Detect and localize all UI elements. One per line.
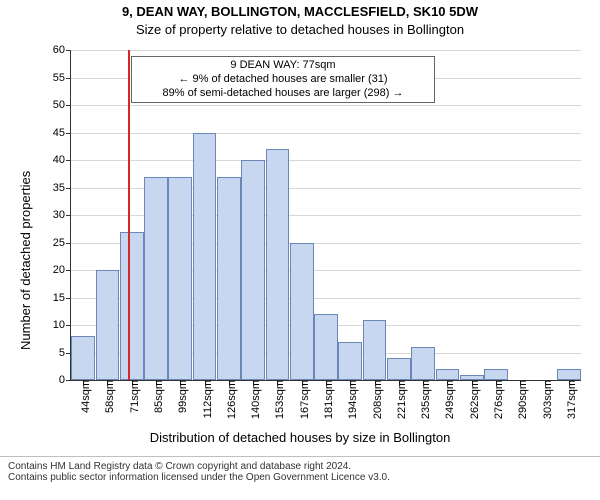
- y-tick-label: 0: [59, 374, 71, 386]
- y-tick-label: 10: [53, 319, 71, 331]
- annotation-line: 9 DEAN WAY: 77sqm: [138, 59, 428, 73]
- y-tick-label: 5: [59, 347, 71, 359]
- histogram-bar: [96, 270, 120, 380]
- x-tick-label: 58sqm: [98, 380, 116, 413]
- histogram-bar: [314, 314, 338, 380]
- annotation-box: 9 DEAN WAY: 77sqm← 9% of detached houses…: [131, 56, 435, 103]
- footer-attribution: Contains HM Land Registry data © Crown c…: [0, 456, 600, 500]
- y-tick-label: 50: [53, 99, 71, 111]
- footer-line-2: Contains public sector information licen…: [8, 472, 592, 483]
- y-tick-label: 30: [53, 209, 71, 221]
- x-tick-label: 44sqm: [74, 380, 92, 413]
- y-tick-label: 60: [53, 44, 71, 56]
- x-tick-label: 276sqm: [487, 380, 505, 419]
- x-tick-label: 194sqm: [341, 380, 359, 419]
- x-tick-label: 153sqm: [268, 380, 286, 419]
- gridline: [71, 160, 581, 161]
- histogram-bar: [168, 177, 192, 381]
- y-axis-label: Number of detached properties: [18, 171, 33, 350]
- x-tick-label: 303sqm: [536, 380, 554, 419]
- y-tick-label: 35: [53, 182, 71, 194]
- x-tick-label: 317sqm: [560, 380, 578, 419]
- gridline: [71, 105, 581, 106]
- histogram-bar: [193, 133, 217, 381]
- y-tick-label: 45: [53, 127, 71, 139]
- x-tick-label: 262sqm: [463, 380, 481, 419]
- histogram-bar: [387, 358, 411, 380]
- histogram-bar: [436, 369, 460, 380]
- x-tick-label: 71sqm: [123, 380, 141, 413]
- chart-subtitle: Size of property relative to detached ho…: [0, 22, 600, 37]
- y-tick-label: 40: [53, 154, 71, 166]
- y-tick-label: 25: [53, 237, 71, 249]
- histogram-bar: [120, 232, 144, 381]
- property-marker-line: [128, 50, 130, 380]
- x-tick-label: 167sqm: [293, 380, 311, 419]
- gridline: [71, 133, 581, 134]
- histogram-bar: [557, 369, 581, 380]
- histogram-bar: [484, 369, 508, 380]
- histogram-bar: [71, 336, 95, 380]
- x-tick-label: 126sqm: [220, 380, 238, 419]
- x-tick-label: 290sqm: [511, 380, 529, 419]
- x-tick-label: 85sqm: [147, 380, 165, 413]
- histogram-bar: [363, 320, 387, 381]
- histogram-bar: [266, 149, 290, 380]
- x-tick-label: 181sqm: [317, 380, 335, 419]
- x-tick-label: 221sqm: [390, 380, 408, 419]
- histogram-bar: [217, 177, 241, 381]
- x-tick-label: 99sqm: [171, 380, 189, 413]
- histogram-bar: [411, 347, 435, 380]
- chart-title: 9, DEAN WAY, BOLLINGTON, MACCLESFIELD, S…: [0, 4, 600, 19]
- gridline: [71, 50, 581, 51]
- annotation-line: 89% of semi-detached houses are larger (…: [138, 87, 428, 101]
- histogram-bar: [144, 177, 168, 381]
- x-tick-label: 112sqm: [196, 380, 214, 418]
- x-tick-label: 249sqm: [438, 380, 456, 419]
- y-tick-label: 20: [53, 264, 71, 276]
- annotation-line: ← 9% of detached houses are smaller (31): [138, 73, 428, 87]
- histogram-bar: [290, 243, 314, 381]
- chart-container: 9, DEAN WAY, BOLLINGTON, MACCLESFIELD, S…: [0, 0, 600, 500]
- y-tick-label: 55: [53, 72, 71, 84]
- plot-area: 05101520253035404550556044sqm58sqm71sqm8…: [70, 50, 581, 381]
- histogram-bar: [241, 160, 265, 380]
- x-tick-label: 208sqm: [366, 380, 384, 419]
- x-tick-label: 140sqm: [244, 380, 262, 419]
- footer-line-1: Contains HM Land Registry data © Crown c…: [8, 461, 592, 472]
- x-tick-label: 235sqm: [414, 380, 432, 419]
- y-tick-label: 15: [53, 292, 71, 304]
- x-axis-label: Distribution of detached houses by size …: [0, 430, 600, 445]
- histogram-bar: [338, 342, 362, 381]
